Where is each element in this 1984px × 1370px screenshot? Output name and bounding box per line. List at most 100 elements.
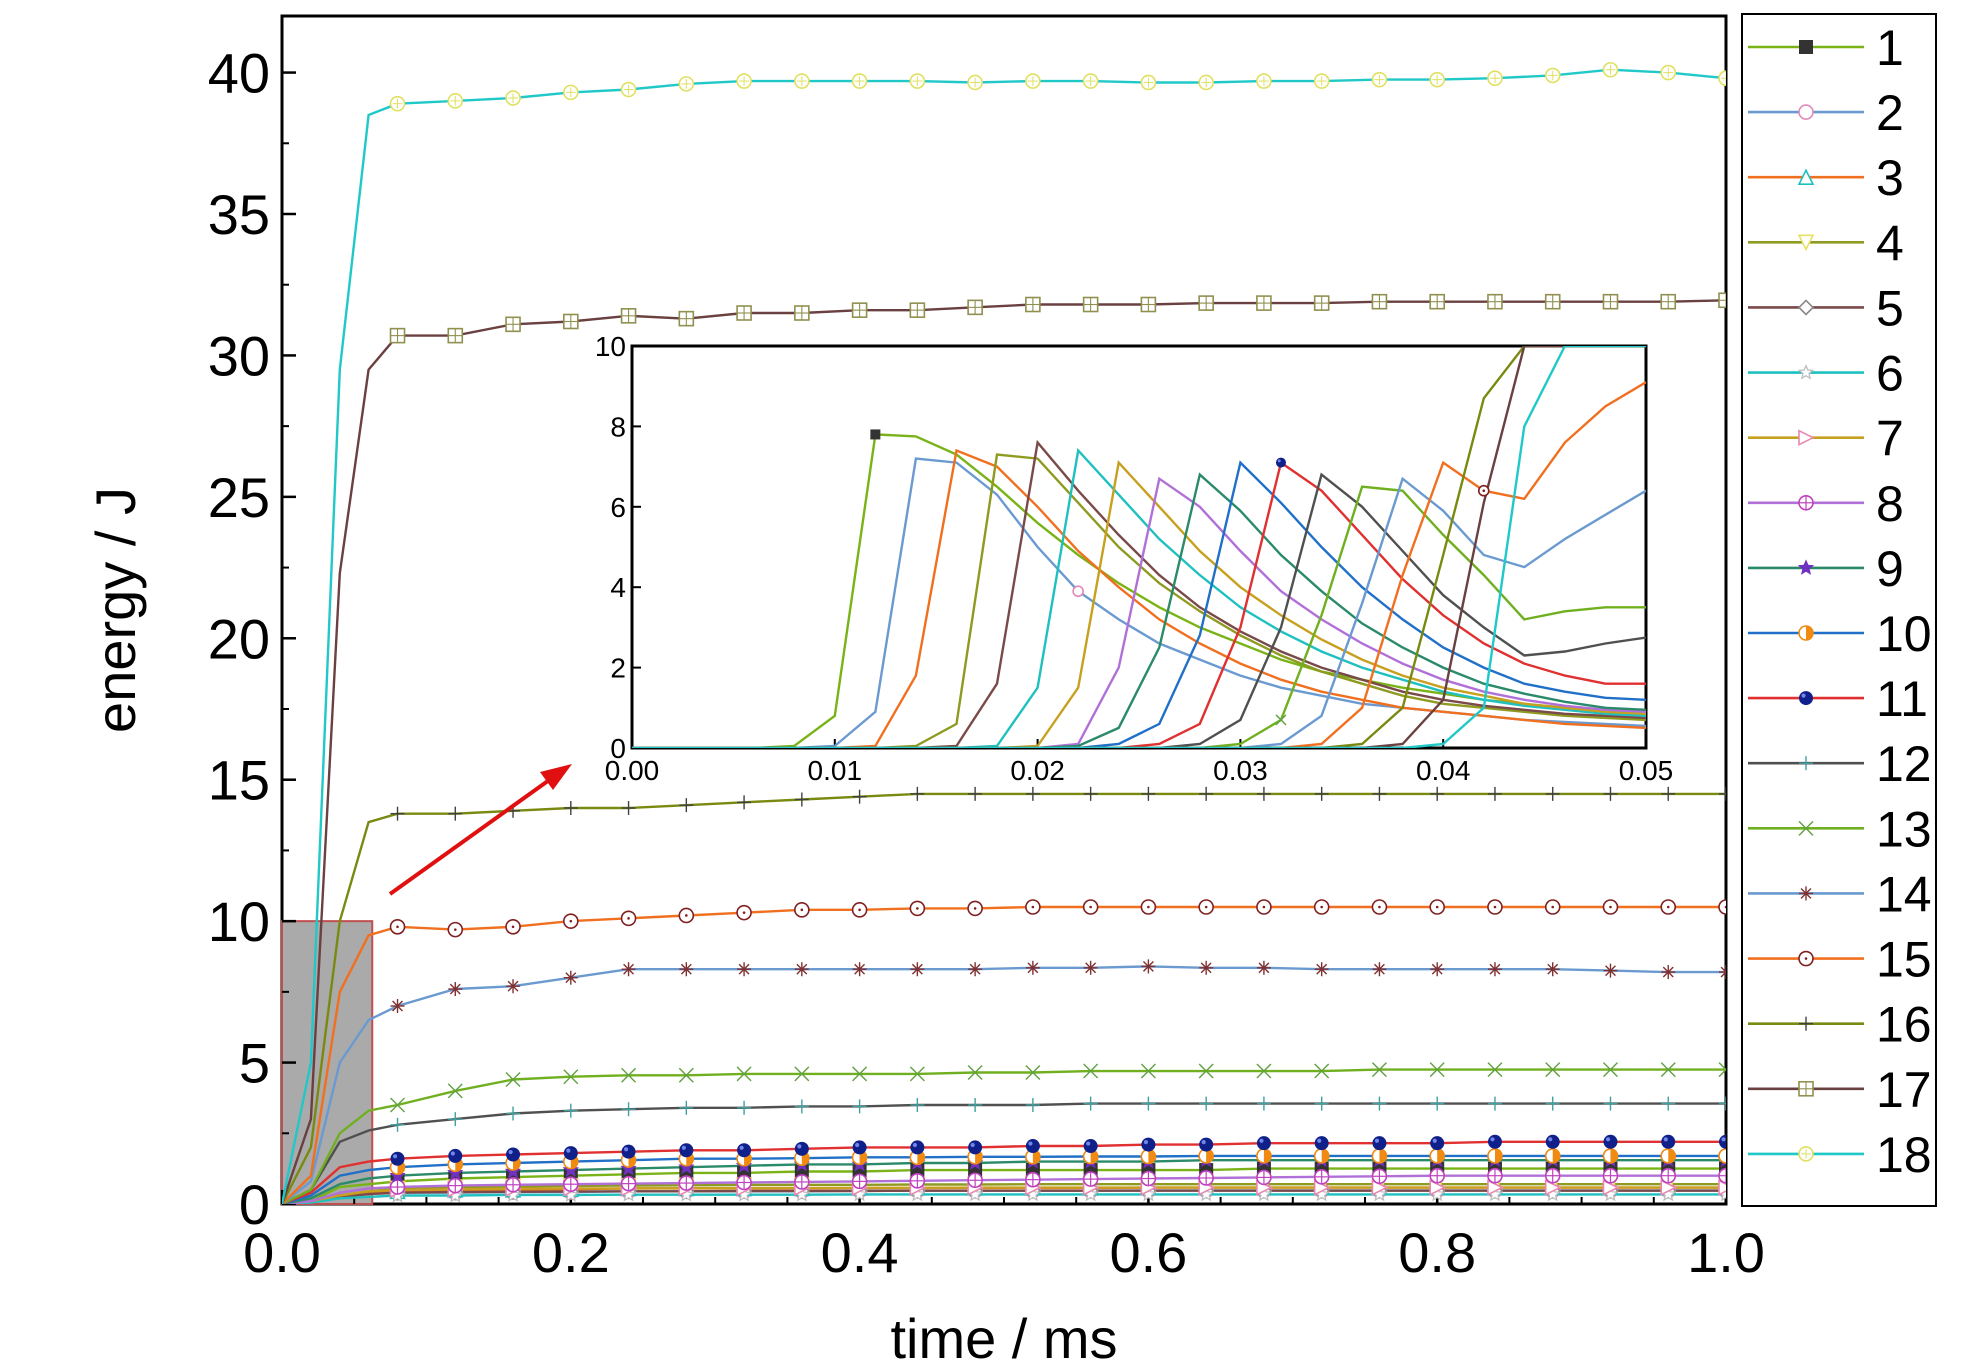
inset-series-line-14	[632, 476, 1646, 748]
legend-label: 10	[1876, 606, 1932, 662]
marker-series-9	[504, 1162, 522, 1179]
marker-series-16	[1661, 786, 1676, 801]
marker-series-15	[1256, 899, 1272, 915]
marker-series-18	[1140, 74, 1157, 91]
marker-series-13	[621, 1067, 637, 1083]
marker-series-13	[967, 1064, 983, 1080]
marker-series-17	[1198, 295, 1214, 311]
marker-series-18	[1487, 70, 1503, 87]
inset-series-line-10	[632, 460, 1646, 748]
y-tick-label: 5	[239, 1032, 270, 1095]
marker-series-11	[390, 1151, 405, 1166]
marker-series-9	[389, 1167, 406, 1183]
marker-series-18	[794, 73, 810, 89]
marker-series-14	[1083, 960, 1098, 975]
marker-series-7	[1429, 1179, 1446, 1196]
marker-series-13	[1602, 1062, 1618, 1078]
series-line-14	[282, 965, 1726, 1204]
marker-series-12	[563, 1103, 578, 1118]
marker-series-15	[505, 918, 521, 935]
marker-series-12	[1661, 1096, 1676, 1111]
legend-label: 18	[1876, 1127, 1932, 1183]
x-tick-label: 0.4	[821, 1221, 899, 1284]
inset-series-line-7	[632, 460, 1646, 748]
inset-marker-series-2	[1072, 585, 1084, 598]
x-tick-label: 0.0	[243, 1221, 321, 1284]
marker-series-16	[1545, 786, 1560, 801]
legend-entry-9: 9	[1748, 541, 1904, 597]
legend-entry-1: 1	[1748, 20, 1904, 76]
marker-series-14	[1430, 962, 1445, 977]
y-tick-label: 30	[208, 324, 270, 387]
marker-series-10	[1256, 1148, 1272, 1164]
marker-series-12	[737, 1100, 752, 1115]
legend-marker	[1799, 40, 1813, 54]
marker-series-13	[390, 1097, 406, 1113]
marker-series-13	[505, 1072, 521, 1088]
marker-series-13	[1256, 1063, 1272, 1079]
marker-series-16	[390, 806, 405, 821]
legend-box	[1741, 13, 1937, 1207]
main-series-group	[282, 61, 1726, 1204]
marker-series-14	[1372, 962, 1387, 977]
marker-series-8	[1256, 1169, 1272, 1186]
legend-entry-16: 16	[1748, 997, 1932, 1053]
marker-series-13	[678, 1067, 694, 1083]
inset-marker-series-15	[1477, 484, 1490, 497]
marker-series-13	[563, 1069, 579, 1085]
marker-series-16	[1141, 786, 1156, 801]
inset-x-tick-label: 0.04	[1416, 755, 1471, 786]
marker-series-16	[968, 786, 983, 801]
legend-label: 16	[1876, 997, 1932, 1053]
marker-series-17	[1371, 293, 1388, 310]
series-line-1	[282, 1167, 1726, 1204]
legend-marker	[1798, 1080, 1814, 1097]
marker-series-16	[1719, 786, 1726, 801]
marker-series-12	[1314, 1096, 1329, 1111]
marker-series-12	[968, 1098, 983, 1112]
marker-series-11	[968, 1140, 983, 1155]
legend-marker	[1799, 886, 1813, 901]
legend-label: 11	[1876, 671, 1928, 727]
marker-series-14	[1661, 965, 1676, 980]
marker-series-14	[1314, 962, 1329, 977]
marker-series-18	[1082, 73, 1099, 89]
legend-entry-7: 7	[1748, 411, 1904, 467]
legend-marker	[1797, 234, 1815, 252]
marker-series-1	[1719, 1161, 1726, 1176]
legend-label: 3	[1876, 150, 1904, 206]
y-tick-label: 40	[208, 42, 270, 105]
y-tick-label: 0	[239, 1173, 270, 1236]
marker-series-15	[1140, 899, 1157, 915]
marker-series-14	[1199, 960, 1214, 975]
marker-series-12	[1430, 1096, 1445, 1111]
marker-series-11	[1025, 1139, 1040, 1154]
marker-series-17	[447, 327, 464, 344]
marker-series-8	[620, 1175, 637, 1192]
legend-label: 9	[1876, 541, 1904, 597]
marker-series-14	[506, 979, 521, 994]
legend-label: 6	[1876, 346, 1904, 402]
marker-series-18	[1371, 71, 1388, 88]
x-tick-label: 1.0	[1687, 1221, 1765, 1284]
marker-series-15	[1544, 899, 1561, 915]
series-line-17	[282, 299, 1726, 1204]
inset-marker-series-13	[1275, 714, 1287, 726]
series-line-12	[282, 1102, 1726, 1204]
legend-marker	[1799, 756, 1813, 771]
marker-series-10	[1544, 1148, 1561, 1164]
marker-series-16	[1372, 786, 1387, 801]
marker-series-11	[506, 1147, 521, 1162]
marker-series-7	[1544, 1179, 1562, 1196]
marker-series-13	[1545, 1062, 1561, 1078]
inset-y-tick-label: 10	[595, 331, 626, 362]
marker-series-7	[1660, 1179, 1678, 1196]
inset-series-line-12	[632, 472, 1646, 748]
y-tick-label: 35	[208, 183, 270, 246]
marker-series-9	[562, 1161, 580, 1177]
marker-series-14	[794, 962, 809, 977]
marker-series-18	[736, 73, 752, 89]
marker-series-11	[852, 1140, 867, 1155]
legend-label: 15	[1876, 932, 1932, 988]
